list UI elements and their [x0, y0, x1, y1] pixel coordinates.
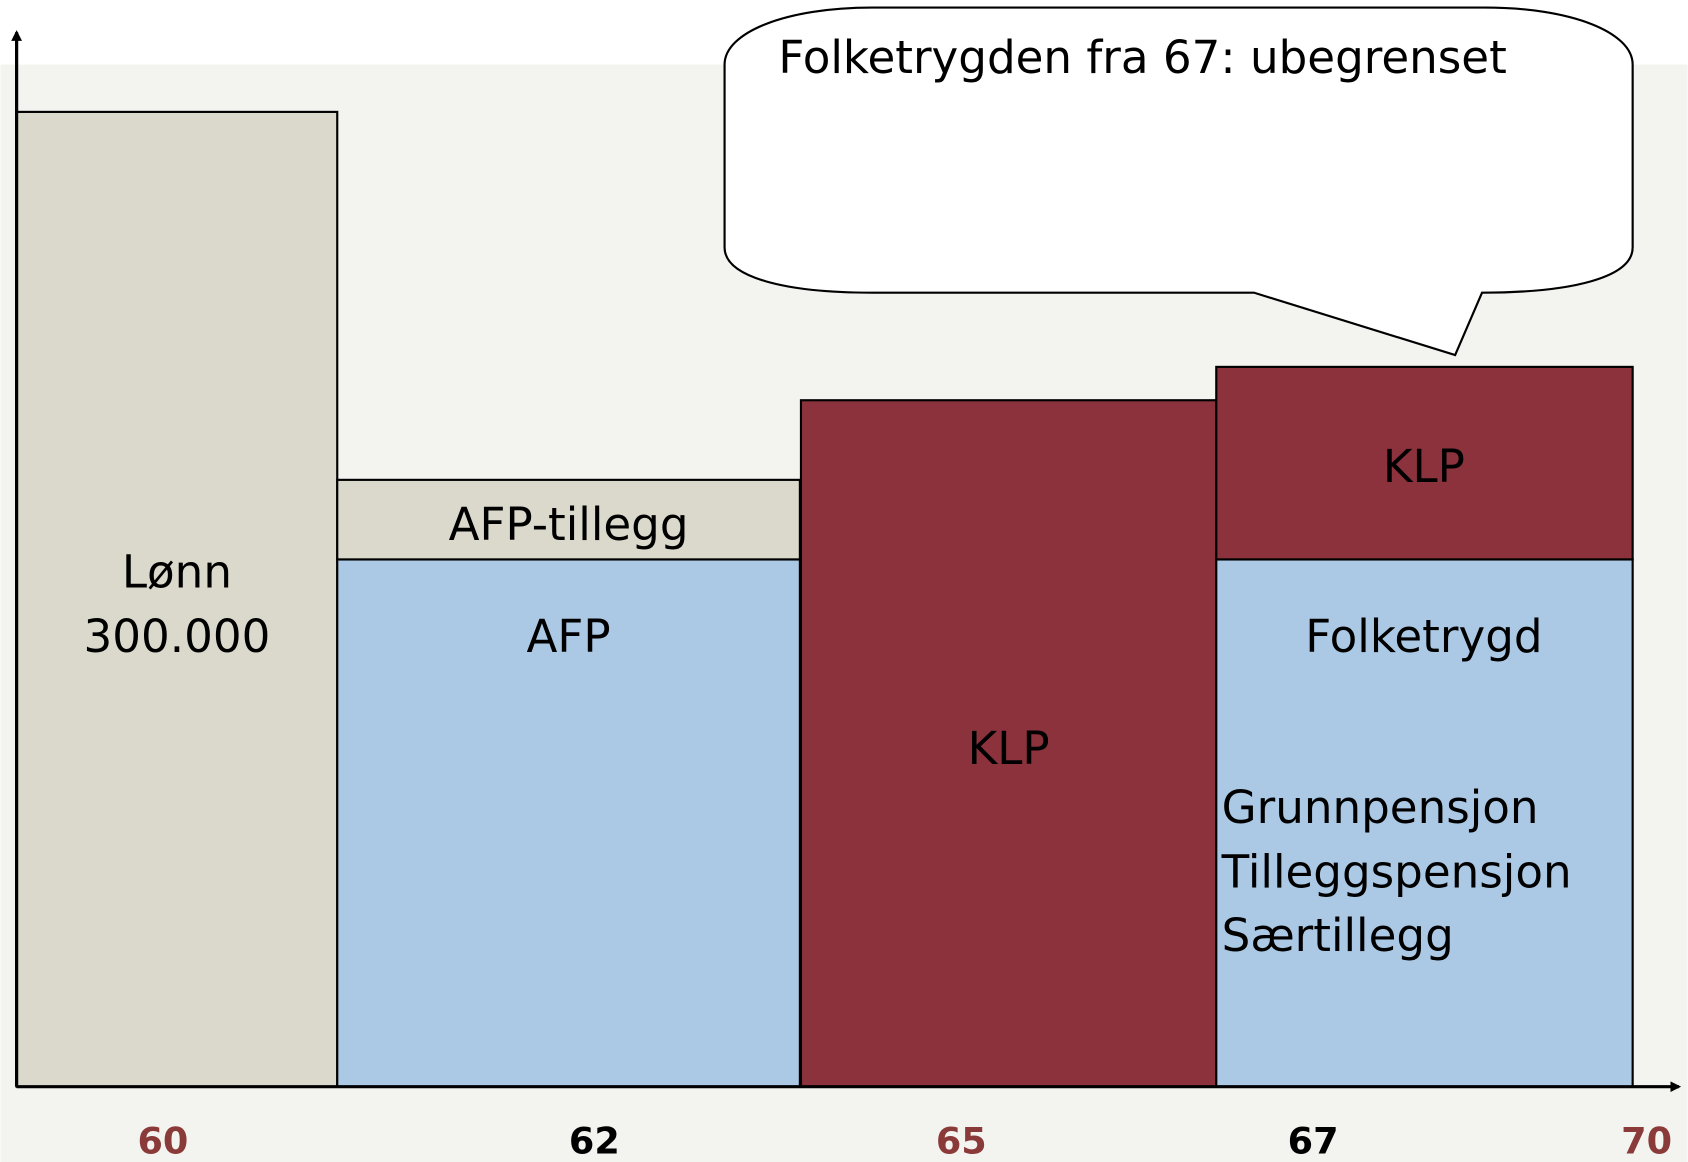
lonn-block	[15, 110, 339, 1088]
afp-block	[336, 558, 801, 1088]
block-label: Lønn	[122, 545, 232, 598]
block-label: 300.000	[84, 610, 271, 663]
block-label: KLP	[1383, 440, 1465, 493]
block-label: Særtillegg	[1222, 909, 1454, 962]
callout-bubble	[723, 6, 1634, 357]
block-label: Tilleggspensjon	[1221, 846, 1572, 899]
klp-block	[1215, 365, 1634, 561]
x-axis-label: 70	[1621, 1119, 1672, 1162]
block-label: KLP	[968, 722, 1050, 775]
x-axis-label: 62	[569, 1119, 620, 1162]
block-label: Folketrygd	[1305, 610, 1542, 663]
x-axis-label: 60	[137, 1119, 188, 1162]
x-axis-label: 67	[1288, 1119, 1339, 1162]
callout-text: Folketrygden fra 67: ubegrenset	[778, 31, 1506, 84]
afp-tillegg-block	[336, 478, 801, 561]
x-axis-label: 65	[936, 1119, 987, 1162]
block-label: AFP-tillegg	[449, 498, 689, 551]
block-label: Grunnpensjon	[1222, 781, 1539, 834]
block-label: AFP	[527, 610, 611, 663]
klp-block	[799, 399, 1218, 1088]
